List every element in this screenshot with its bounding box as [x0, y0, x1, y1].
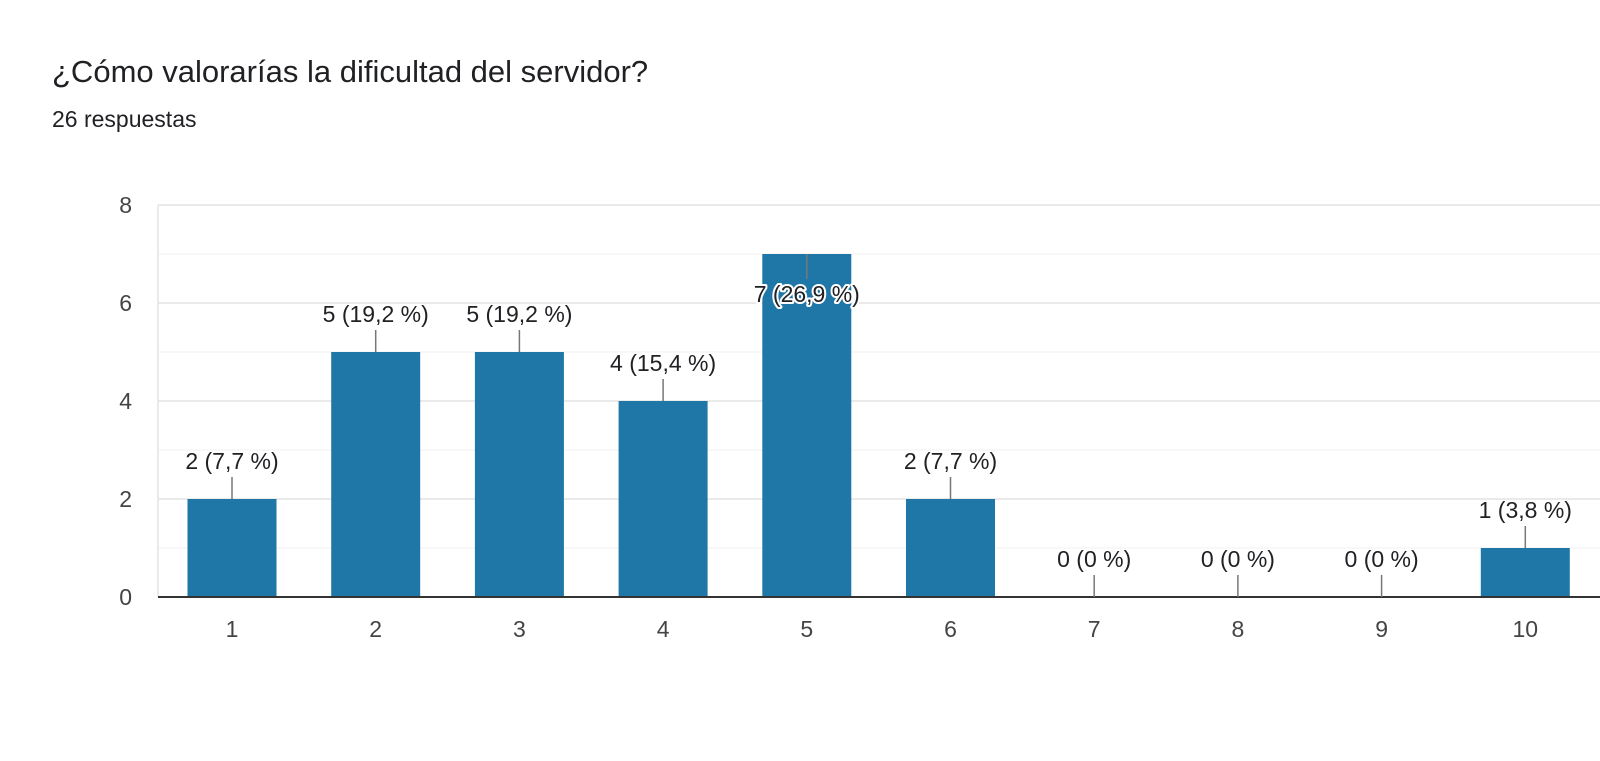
- bar: [762, 254, 852, 597]
- y-tick-label: 2: [119, 486, 132, 512]
- chart-title: ¿Cómo valorarías la dificultad del servi…: [52, 54, 649, 89]
- data-label: 4 (15,4 %): [610, 350, 716, 376]
- data-label: 2 (7,7 %): [904, 448, 997, 474]
- data-label: 2 (7,7 %): [185, 448, 278, 474]
- axes: 0 2 4 6 8 1 2 3 4 5 6 7 8 9 10: [119, 192, 1600, 642]
- x-tick-label: 10: [1513, 616, 1539, 642]
- data-label: 5 (19,2 %): [323, 301, 429, 327]
- data-label: 7 (26,9 %): [754, 281, 860, 307]
- response-count: 26 respuestas: [52, 106, 197, 132]
- bar: [474, 352, 564, 597]
- data-label: 0 (0 %): [1201, 546, 1275, 572]
- bars: [187, 254, 1570, 597]
- y-tick-label: 8: [119, 192, 132, 218]
- data-label: 5 (19,2 %): [466, 301, 572, 327]
- x-tick-label: 8: [1232, 616, 1245, 642]
- bar: [187, 499, 277, 597]
- x-tick-label: 1: [226, 616, 239, 642]
- x-tick-label: 3: [513, 616, 526, 642]
- x-tick-label: 9: [1375, 616, 1388, 642]
- x-tick-label: 2: [369, 616, 382, 642]
- bar: [618, 401, 708, 597]
- y-tick-label: 6: [119, 290, 132, 316]
- x-tick-label: 5: [800, 616, 813, 642]
- data-label: 1 (3,8 %): [1479, 497, 1572, 523]
- data-label: 0 (0 %): [1057, 546, 1131, 572]
- y-tick-label: 0: [119, 584, 132, 610]
- y-tick-label: 4: [119, 388, 132, 414]
- bar: [1480, 548, 1570, 597]
- data-label: 0 (0 %): [1345, 546, 1419, 572]
- data-labels: 2 (7,7 %) 5 (19,2 %) 5 (19,2 %) 4 (15,4 %) 7…: [185, 254, 1572, 597]
- x-tick-label: 7: [1088, 616, 1101, 642]
- bar: [906, 499, 995, 597]
- bar: [331, 352, 421, 597]
- x-tick-label: 6: [944, 616, 957, 642]
- x-tick-label: 4: [657, 616, 670, 642]
